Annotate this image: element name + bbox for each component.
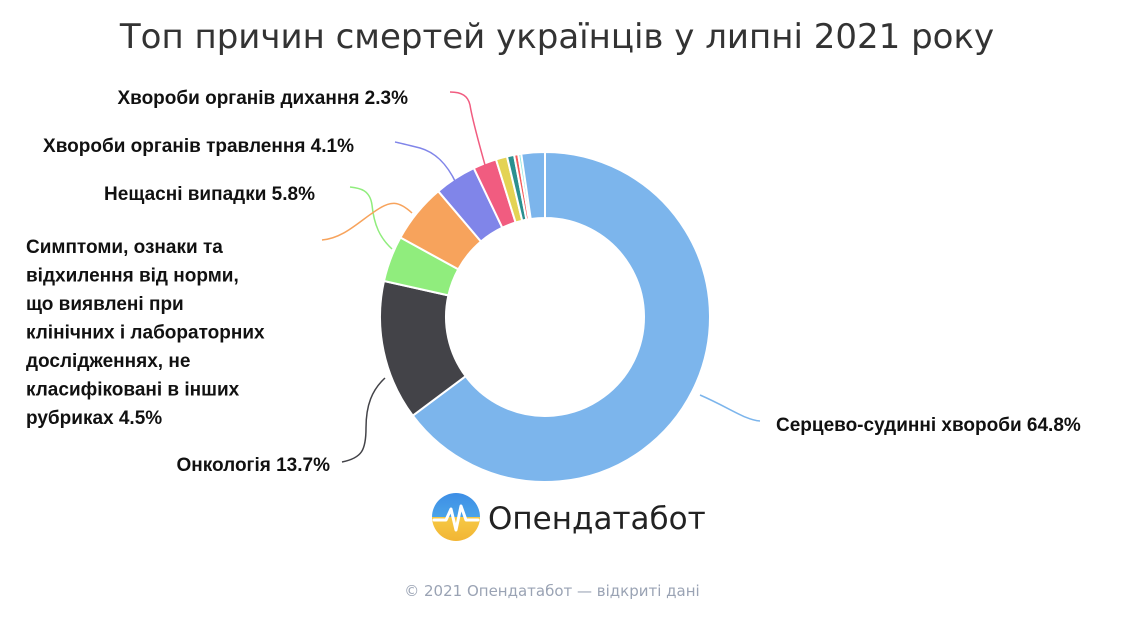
data-label-line: дослідженнях, не <box>26 351 190 372</box>
slice-11 <box>520 150 546 221</box>
data-label-line: Симптоми, ознаки та <box>26 237 223 258</box>
data-label-line: що виявлені при <box>26 294 184 315</box>
connector-1 <box>699 394 761 422</box>
connector-6 <box>449 91 486 166</box>
chart-title: Топ причин смертей українців у липні 202… <box>119 17 994 57</box>
opendatabot-logo: Опендатабот <box>432 493 706 541</box>
connector-3 <box>349 186 393 250</box>
data-label-6: Хвороби органів дихання 2.3% <box>117 88 408 109</box>
connector-4 <box>321 202 413 241</box>
data-label-3: Симптоми, ознаки та відхилення від норми,… <box>26 237 265 429</box>
connector-2 <box>341 377 386 463</box>
data-label-line: рубриках 4.5% <box>26 408 162 429</box>
label-connectors <box>321 91 761 463</box>
data-label-4: Нещасні випадки 5.8% <box>104 184 315 205</box>
data-labels: Серцево-судинні хвороби 64.8% Онкологія 1… <box>26 88 1081 476</box>
data-label-line: класифіковані в інших <box>26 380 240 401</box>
data-label-line: клінічних і лабораторних <box>26 323 265 344</box>
data-label-1: Серцево-судинні хвороби 64.8% <box>776 415 1081 436</box>
slice-1 <box>411 150 711 483</box>
footer-copyright: © 2021 Опендатабот — відкриті дані <box>404 582 699 600</box>
chart-slices <box>379 150 711 483</box>
data-label-5: Хвороби органів травлення 4.1% <box>43 136 354 157</box>
brand-name: Опендатабот <box>488 501 706 537</box>
connector-5 <box>394 141 457 184</box>
opendatabot-logo-icon <box>432 493 480 541</box>
data-label-2: Онкологія 13.7% <box>176 455 330 476</box>
data-label-line: відхилення від норми, <box>26 266 239 287</box>
